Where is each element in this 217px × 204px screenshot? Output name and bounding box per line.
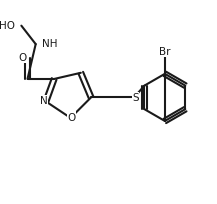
Text: N: N	[40, 96, 48, 106]
Text: S: S	[132, 93, 139, 103]
Text: O: O	[67, 112, 76, 122]
Text: HO: HO	[0, 21, 15, 30]
Text: Br: Br	[159, 47, 171, 57]
Text: O: O	[18, 53, 26, 63]
Text: NH: NH	[42, 39, 57, 49]
